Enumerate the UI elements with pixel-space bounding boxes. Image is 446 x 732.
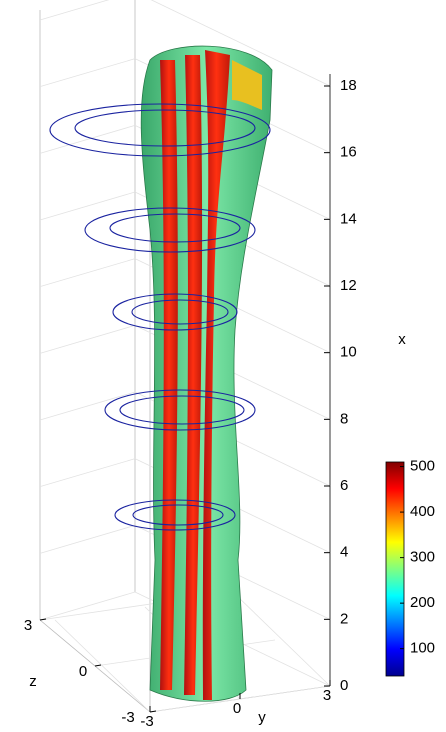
z-tick-label: 0 [79,663,87,680]
x-tick-label: 10 [340,344,357,361]
grid-line [40,592,135,620]
y-tick-label: 3 [323,687,331,704]
x-tick-label: 0 [340,677,348,694]
x-tick-label: 14 [340,210,357,227]
x-axis-label: x [398,331,406,348]
grid-line [40,192,135,220]
colorbar-tick-label: 400 [410,503,435,520]
chart: x y z 024681012141618-303-30310020030040… [0,0,446,732]
x-tick-label: 6 [340,477,348,494]
z-axis-label: z [29,673,37,690]
grid-line [40,259,135,287]
colorbar [386,462,404,676]
colorbar-tick-label: 200 [410,594,435,611]
grid-line [40,525,135,553]
z-tick-label: 3 [24,617,32,634]
x-tick-label: 12 [340,277,357,294]
colorbar-tick-label: 300 [410,549,435,566]
x-tick-label: 8 [340,410,348,427]
grid-line [55,620,150,712]
colorbar-tick-label: 500 [410,458,435,475]
grid-line [40,392,135,420]
x-tick-label: 4 [340,544,348,561]
x-tick-label: 16 [340,144,357,161]
grid-line [40,459,135,487]
grid-line [235,594,330,686]
surface-plot [50,46,272,701]
x-tick-label: 2 [340,610,348,627]
grid-line [40,0,135,20]
y-tick-label: -3 [140,713,153,730]
z-tick [95,665,101,666]
grid-line [40,325,135,353]
y-tick-label: 0 [233,700,241,717]
z-tick-label: -3 [121,709,134,726]
z-tick [150,711,156,712]
z-tick [40,619,46,620]
colorbar-tick-label: 100 [410,640,435,657]
y-axis-label: y [258,709,266,726]
grid-line [40,59,135,87]
x-tick-label: 18 [340,77,357,94]
